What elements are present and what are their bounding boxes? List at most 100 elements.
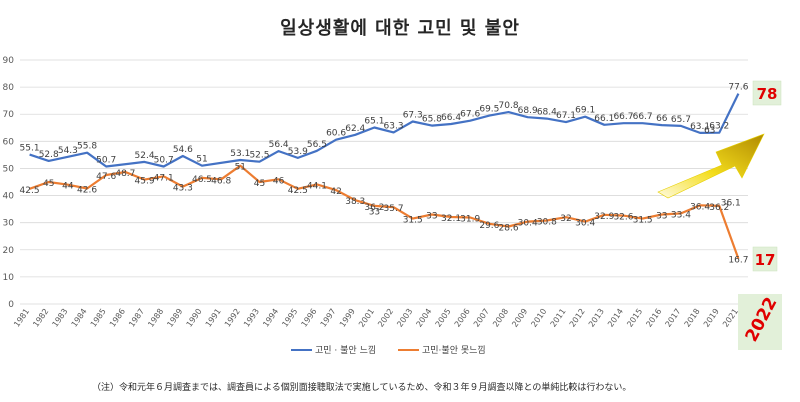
legend-label-series-2: 고민·불안 못느낌	[422, 344, 486, 356]
data-label: 32.6	[613, 213, 633, 223]
x-tick-label: 1987	[127, 307, 146, 329]
data-label: 36.4	[690, 202, 710, 212]
x-tick-label: 2012	[568, 307, 587, 329]
x-tick-label: 2018	[683, 307, 702, 329]
data-label: 53.1	[230, 149, 250, 159]
x-tick-label: 2014	[606, 307, 625, 329]
data-label: 31.9	[460, 215, 480, 225]
data-label: 63.3	[384, 121, 404, 131]
data-label: 38.3	[345, 197, 365, 207]
data-label: 45	[254, 179, 265, 189]
data-label: 45	[43, 179, 54, 189]
x-tick-label: 1985	[89, 307, 108, 329]
data-label: 65.8	[422, 115, 442, 125]
y-tick-label: 70	[3, 110, 15, 120]
x-tick-label: 2007	[472, 307, 491, 329]
data-label: 65.7	[671, 115, 691, 125]
data-label: 63.2	[709, 122, 729, 132]
x-tick-label: 2019	[702, 307, 721, 329]
y-tick-label: 50	[3, 164, 15, 174]
y-tick-label: 40	[3, 192, 15, 202]
x-tick-label: 1993	[242, 307, 261, 329]
data-label: 30.4	[518, 219, 538, 229]
x-tick-label: 1990	[185, 307, 204, 329]
y-axis: 0 10 20 30 40 50 60 70 80 90	[3, 56, 15, 310]
data-label: 67.3	[403, 111, 423, 121]
data-label: 69.1	[575, 106, 595, 116]
x-tick-label: 2006	[453, 307, 472, 329]
data-label: 47.1	[154, 173, 174, 183]
x-tick-label: 2016	[644, 307, 663, 329]
callout-high-value: 78	[757, 85, 778, 103]
data-label: 32.9	[594, 212, 614, 222]
x-tick-label: 2010	[529, 307, 548, 329]
chart-title: 일상생활에 대한 고민 및 불안	[280, 18, 520, 39]
x-tick-label: 1997	[319, 307, 338, 329]
x-tick-label: 1994	[261, 307, 280, 329]
data-label: 63.1	[690, 122, 710, 132]
data-label: 44.1	[307, 181, 327, 191]
x-tick-label: 1989	[165, 307, 184, 329]
data-label: 66.7	[633, 112, 653, 122]
y-tick-label: 90	[3, 56, 15, 66]
callout-low-value: 17	[755, 251, 776, 269]
callout-high: 78	[752, 80, 782, 106]
x-tick-label: 1981	[12, 307, 31, 329]
x-tick-label: 1984	[70, 307, 89, 329]
data-label: 47.6	[96, 172, 116, 182]
x-tick-label: 2009	[510, 307, 529, 329]
x-tick-label: 1982	[31, 307, 50, 329]
data-label: 77.6	[728, 83, 748, 93]
x-tick-label: 2008	[491, 307, 510, 329]
x-tick-label: 1983	[50, 307, 69, 329]
x-tick-label: 1999	[338, 307, 357, 329]
data-label: 35.7	[384, 204, 404, 214]
series-line-2	[29, 164, 740, 260]
data-label: 33	[426, 212, 437, 222]
data-label: 30.4	[575, 219, 595, 229]
y-tick-label: 20	[3, 246, 15, 256]
x-tick-label: 1991	[204, 307, 223, 329]
x-tick-label: 1988	[146, 307, 165, 329]
y-tick-label: 10	[3, 273, 15, 283]
data-label: 66	[656, 114, 668, 124]
data-label: 33.4	[671, 210, 691, 220]
data-label: 46.5	[192, 175, 212, 185]
legend: 고민 · 불안 느낌 고민·불안 못느낌	[291, 344, 486, 356]
data-label: 69.5	[479, 105, 499, 115]
data-label: 54.3	[58, 146, 78, 156]
callout-low: 17	[752, 246, 778, 272]
data-label: 29.6	[479, 221, 499, 231]
data-label: 42	[330, 187, 341, 197]
x-tick-label: 2004	[414, 307, 433, 329]
data-label: 51	[196, 155, 207, 165]
x-tick-label: 1995	[280, 307, 299, 329]
x-tick-label: 1986	[108, 307, 127, 329]
data-label: 30.8	[537, 217, 557, 227]
series-line-1	[29, 93, 740, 168]
data-label: 68.4	[537, 108, 557, 118]
x-tick-label: 2021	[721, 307, 740, 329]
data-label: 43.3	[173, 184, 193, 194]
data-label: 32.1	[441, 214, 461, 224]
data-label: 32	[560, 214, 571, 224]
data-label-extra: 33	[369, 208, 380, 218]
data-label: 67.1	[556, 111, 576, 121]
data-label: 50.7	[96, 156, 116, 166]
x-tick-label: 1996	[300, 307, 319, 329]
x-axis: 1981 1982 1983 1984 1985 1986 1987 1988 1989 1990…	[12, 307, 740, 329]
data-label: 42.5	[20, 186, 40, 196]
data-label: 55.8	[77, 142, 97, 152]
data-label: 67.6	[460, 110, 480, 120]
data-label: 42.5	[288, 186, 308, 196]
data-label: 60.6	[326, 129, 346, 139]
data-label: 31.5	[633, 216, 653, 226]
data-label: 52.8	[39, 150, 59, 160]
legend-label-series-1: 고민 · 불안 느낌	[315, 344, 376, 356]
data-label: 45.9	[135, 177, 155, 187]
data-label: 33	[656, 212, 667, 222]
data-label: 66.4	[441, 113, 461, 123]
year-badge: 2022	[738, 294, 782, 350]
